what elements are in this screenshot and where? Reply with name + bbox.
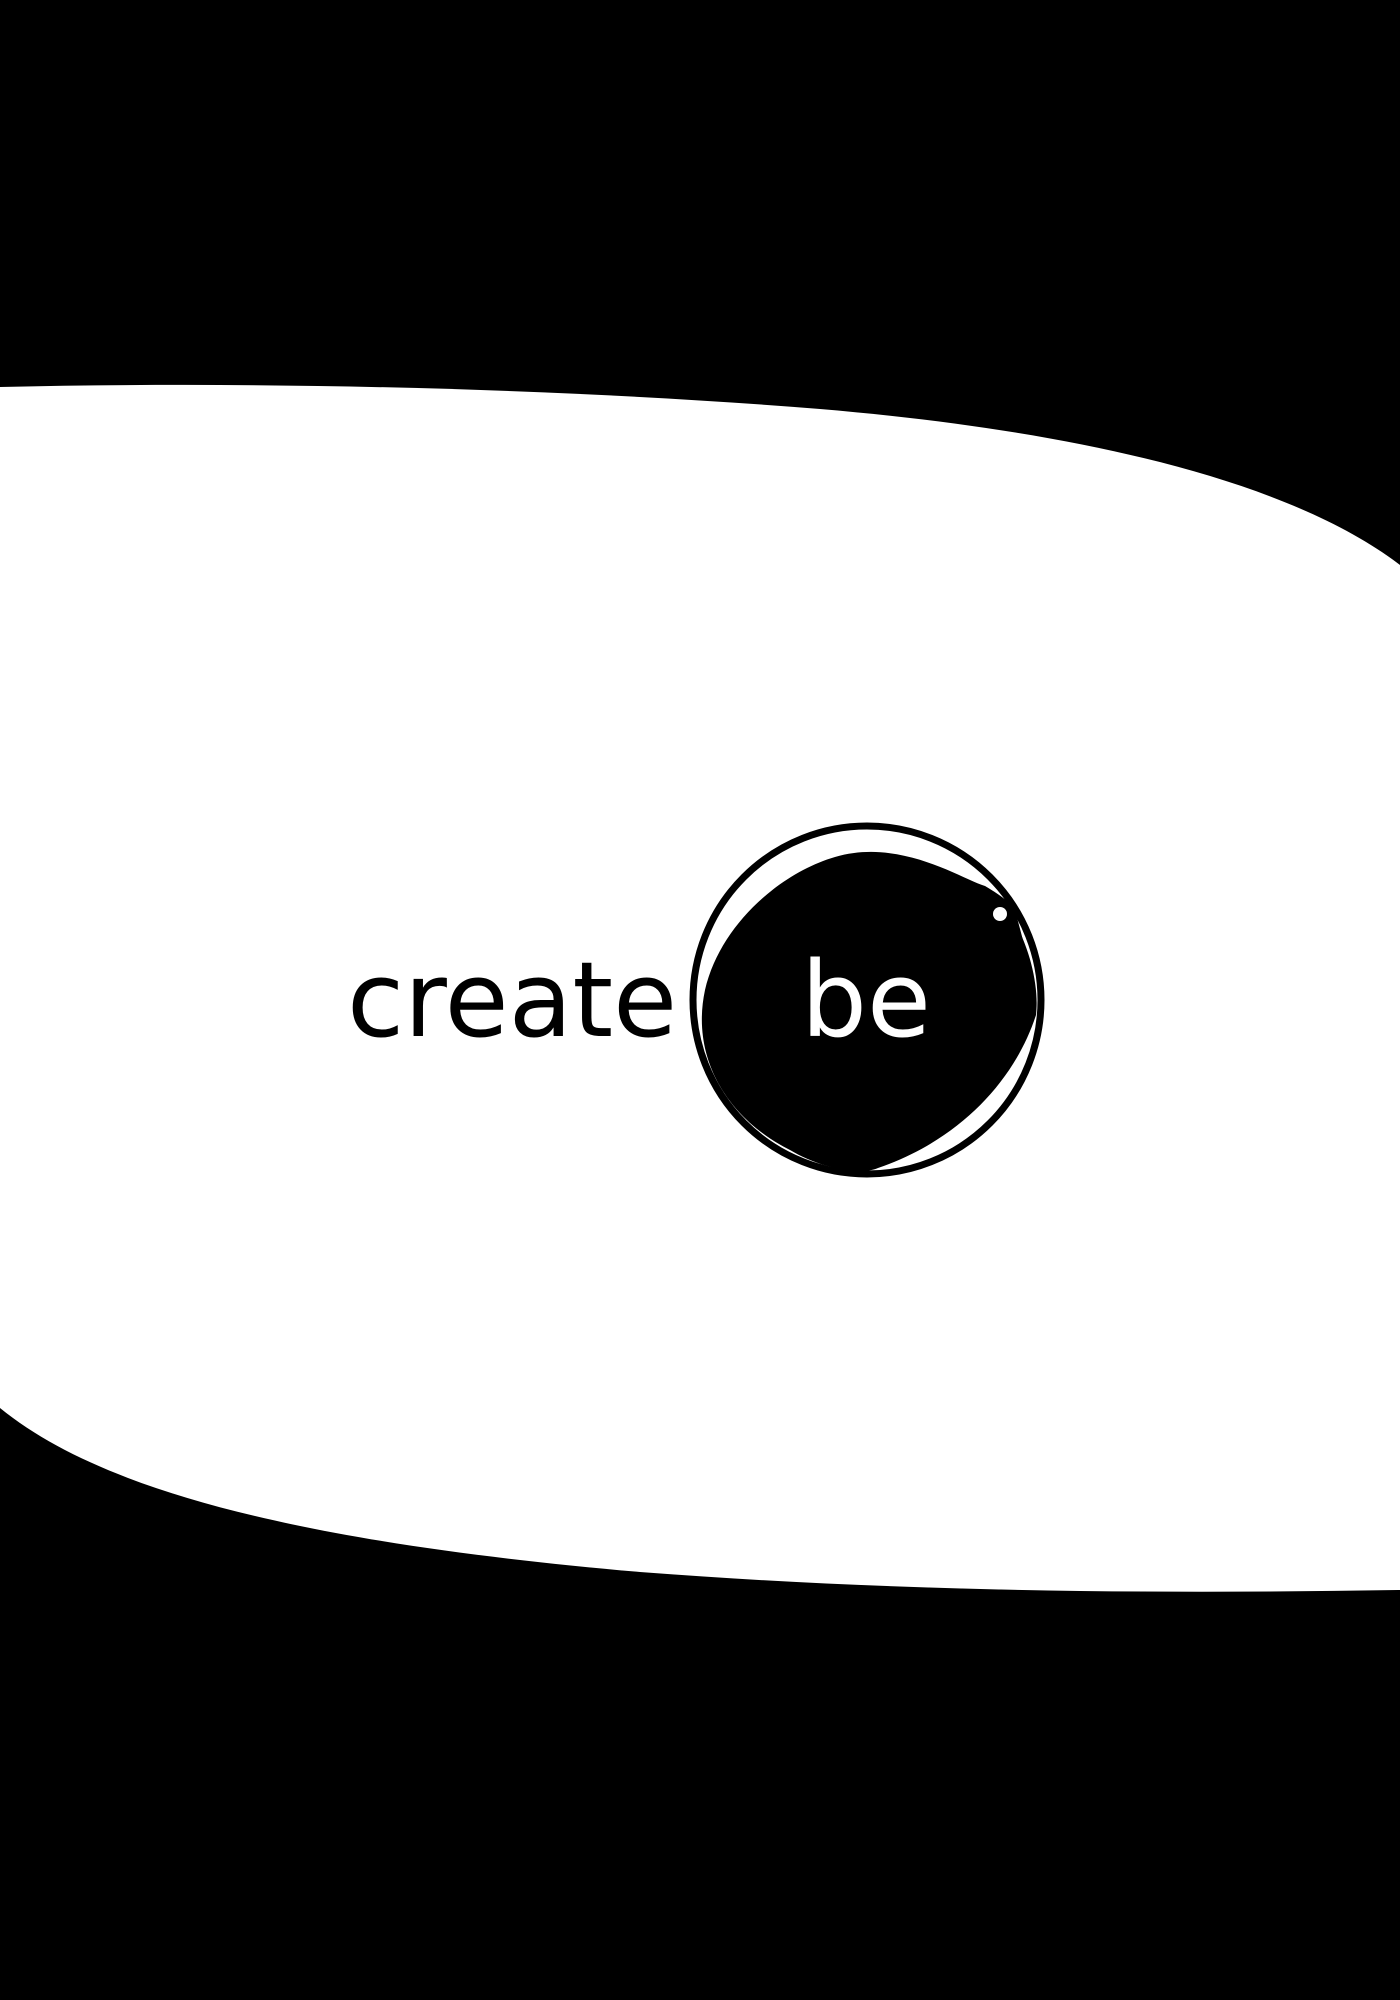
word-be: be (801, 939, 931, 1061)
word-create: create (347, 939, 677, 1061)
highlight-dot (993, 907, 1007, 921)
bubble-icon (689, 822, 1045, 1178)
